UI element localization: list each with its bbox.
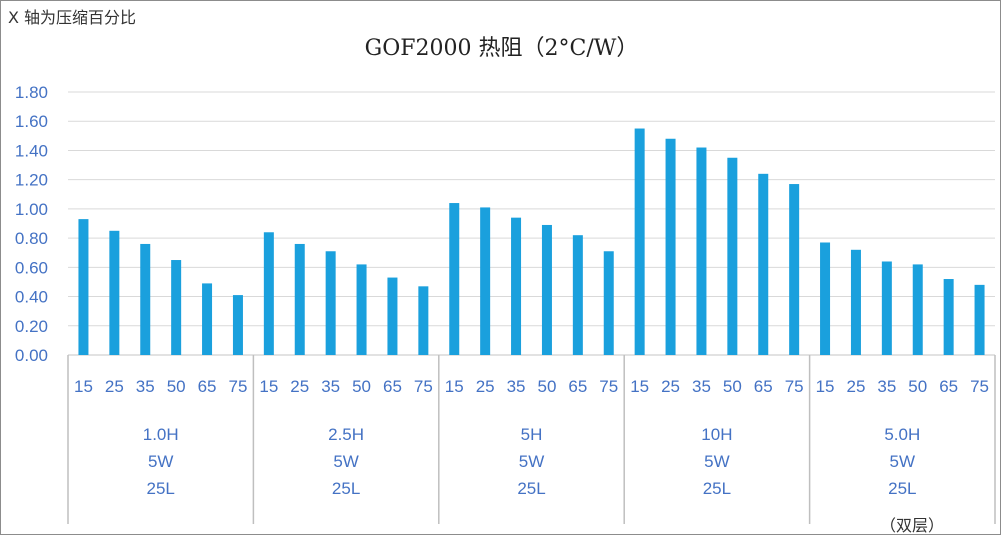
x-tick-label: 50 [537, 377, 556, 396]
bar [696, 147, 707, 355]
y-tick-label: 1.80 [15, 83, 48, 102]
group-label: 25L [147, 479, 175, 498]
group-label: 5W [890, 452, 916, 471]
x-tick-label: 25 [846, 377, 865, 396]
chart-title: GOF2000 热阻（2°C/W） [364, 36, 639, 61]
bar [943, 279, 954, 355]
x-tick-label: 50 [167, 377, 186, 396]
group-label: 10H [701, 425, 732, 444]
x-tick-label: 75 [599, 377, 618, 396]
bar [263, 232, 274, 355]
bar [974, 284, 985, 355]
x-tick-label: 75 [228, 377, 247, 396]
bar [603, 251, 614, 355]
group-label: 25L [703, 479, 731, 498]
bar [541, 224, 552, 355]
bar [171, 260, 182, 355]
x-tick-label: 75 [970, 377, 989, 396]
axis-note: X 轴为压缩百分比 [8, 8, 137, 27]
bar [356, 264, 367, 355]
layer-note: （双层） [880, 516, 945, 535]
group-label: 5.0H [884, 425, 920, 444]
y-tick-label: 1.00 [15, 200, 48, 219]
x-tick-label: 65 [198, 377, 217, 396]
x-tick-label: 65 [754, 377, 773, 396]
bar [418, 286, 429, 355]
x-tick-label: 25 [661, 377, 680, 396]
x-tick-label: 65 [568, 377, 587, 396]
bar [881, 261, 892, 355]
x-tick-label: 35 [136, 377, 155, 396]
y-tick-label: 1.20 [15, 171, 48, 190]
bar [912, 264, 923, 355]
x-tick-label: 15 [74, 377, 93, 396]
y-tick-label: 0.80 [15, 229, 48, 248]
group-label: 5H [521, 425, 543, 444]
x-tick-label: 35 [507, 377, 526, 396]
x-tick-label: 35 [692, 377, 711, 396]
bar [449, 203, 460, 355]
y-tick-label: 0.00 [15, 346, 48, 365]
group-label: 5W [519, 452, 545, 471]
x-tick-label: 65 [939, 377, 958, 396]
bar [202, 283, 213, 355]
bar [109, 230, 120, 355]
x-tick-label: 35 [877, 377, 896, 396]
x-tick-label: 25 [105, 377, 124, 396]
x-tick-label: 65 [383, 377, 402, 396]
group-label: 2.5H [328, 425, 364, 444]
group-label: 5W [333, 452, 359, 471]
bar [511, 217, 522, 355]
y-tick-label: 1.40 [15, 141, 48, 160]
bar [140, 243, 151, 355]
group-label: 25L [888, 479, 916, 498]
bar [387, 277, 398, 355]
group-label: 1.0H [143, 425, 179, 444]
bar [634, 128, 645, 355]
bar [665, 138, 676, 355]
x-tick-label: 15 [445, 377, 464, 396]
bar [727, 157, 738, 355]
bar [789, 184, 800, 355]
bar [820, 242, 831, 355]
group-label: 5W [148, 452, 174, 471]
y-tick-label: 0.40 [15, 288, 48, 307]
x-tick-label: 50 [908, 377, 927, 396]
bar [850, 249, 861, 355]
x-tick-label: 15 [816, 377, 835, 396]
bar [78, 219, 89, 355]
x-tick-label: 35 [321, 377, 340, 396]
x-tick-label: 50 [723, 377, 742, 396]
y-tick-label: 0.60 [15, 258, 48, 277]
bar [480, 207, 491, 355]
bar [325, 251, 336, 355]
group-label: 25L [332, 479, 360, 498]
x-tick-label: 25 [290, 377, 309, 396]
x-tick-label: 15 [630, 377, 649, 396]
x-tick-label: 75 [414, 377, 433, 396]
group-label: 5W [704, 452, 730, 471]
bar [572, 235, 583, 355]
x-tick-label: 75 [785, 377, 804, 396]
y-tick-label: 1.60 [15, 112, 48, 131]
bar [294, 243, 305, 355]
x-tick-label: 15 [259, 377, 278, 396]
bar [232, 295, 243, 355]
x-tick-label: 25 [476, 377, 495, 396]
bar [758, 173, 769, 355]
x-tick-label: 50 [352, 377, 371, 396]
y-tick-label: 0.20 [15, 317, 48, 336]
group-label: 25L [517, 479, 545, 498]
